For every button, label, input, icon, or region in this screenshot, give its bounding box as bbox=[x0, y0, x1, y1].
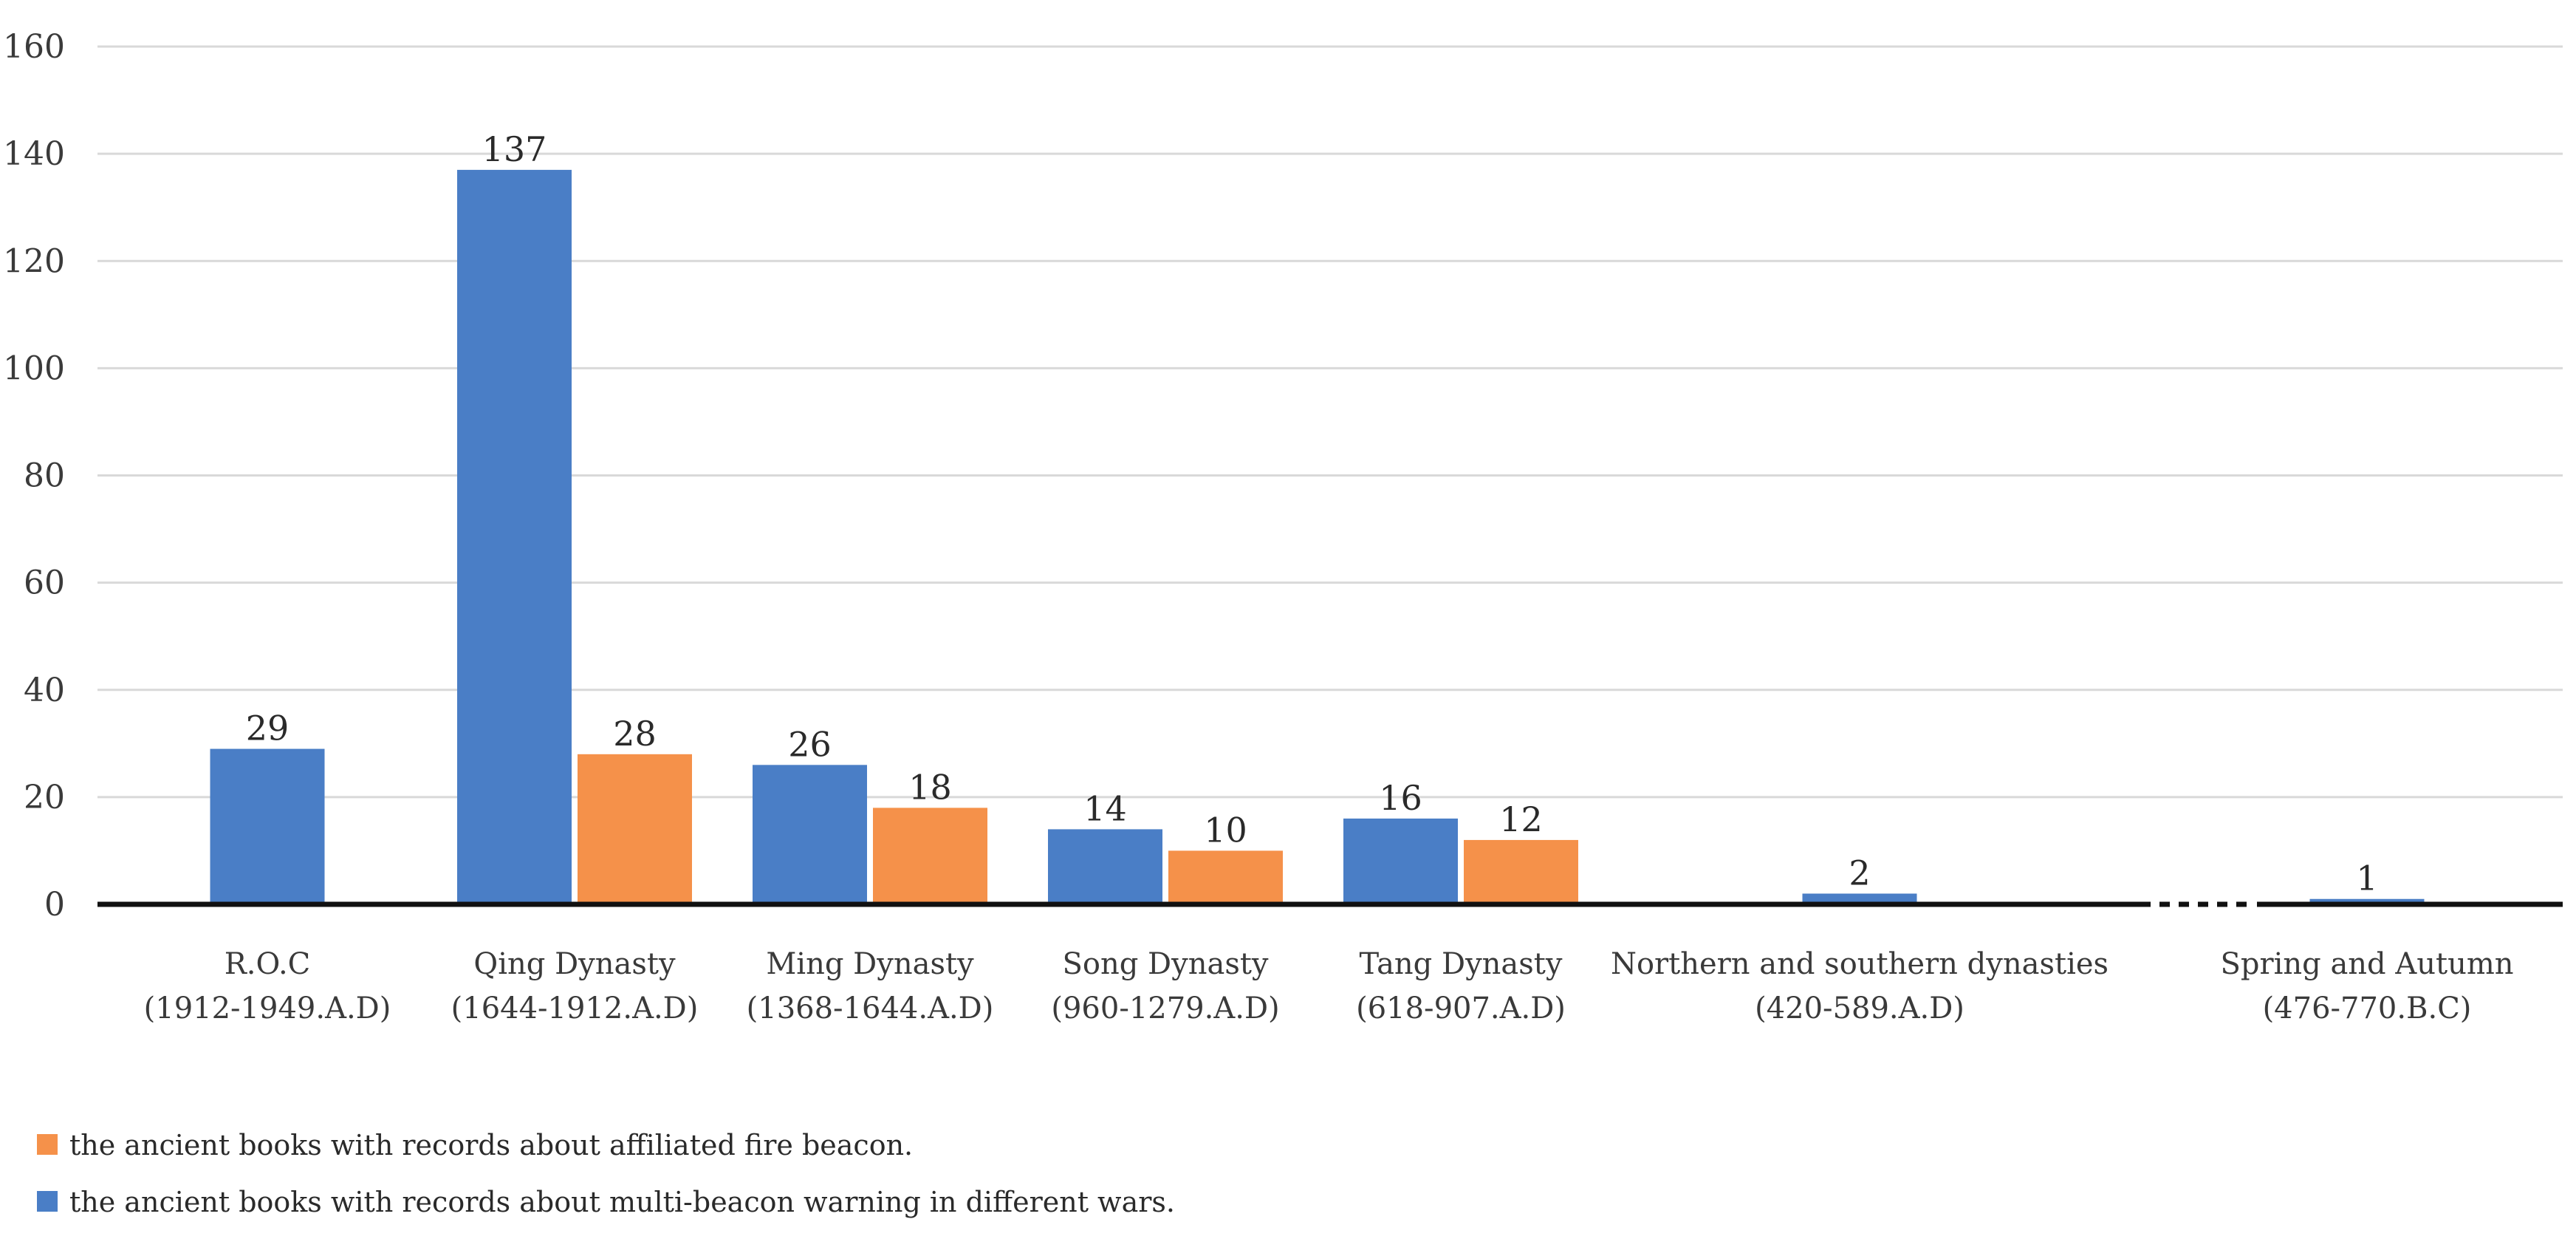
bar-affiliated-beacon bbox=[873, 808, 987, 904]
category-label: Tang Dynasty bbox=[1360, 947, 1563, 981]
data-label: 12 bbox=[1499, 799, 1543, 839]
legend-label: the ancient books with records about aff… bbox=[69, 1129, 913, 1161]
data-label: 1 bbox=[2356, 859, 2377, 898]
category-label: R.O.C bbox=[225, 947, 311, 981]
data-label: 18 bbox=[908, 767, 952, 807]
legend-swatch bbox=[37, 1191, 58, 1212]
bar-multi-beacon bbox=[210, 748, 325, 904]
bar-affiliated-beacon bbox=[1168, 850, 1283, 904]
bar-multi-beacon bbox=[2309, 898, 2425, 904]
data-labels: 29 137 28 26 18 14 10 16 12 2 1 bbox=[246, 129, 2378, 898]
y-tick-label: 160 bbox=[3, 28, 65, 66]
bar-multi-beacon bbox=[1343, 818, 1458, 904]
data-label: 137 bbox=[482, 129, 547, 169]
y-tick-label: 100 bbox=[3, 349, 65, 387]
bar-affiliated-beacon bbox=[1464, 839, 1578, 904]
data-label: 10 bbox=[1204, 810, 1247, 850]
bar-multi-beacon bbox=[1048, 829, 1162, 904]
category-label: Song Dynasty bbox=[1062, 947, 1268, 981]
y-tick-label: 60 bbox=[24, 564, 65, 602]
y-tick-label: 80 bbox=[24, 457, 65, 495]
category-label: Qing Dynasty bbox=[473, 947, 676, 981]
bar-multi-beacon bbox=[753, 765, 867, 904]
y-tick-label: 140 bbox=[3, 135, 65, 173]
category-label: Spring and Autumn bbox=[2220, 947, 2513, 981]
y-tick-label: 120 bbox=[3, 242, 65, 280]
data-label: 28 bbox=[613, 714, 657, 754]
bar-multi-beacon bbox=[1802, 893, 1917, 904]
category-label: Ming Dynasty bbox=[766, 947, 974, 981]
y-tick-label: 20 bbox=[24, 779, 65, 816]
bar-affiliated-beacon bbox=[578, 754, 692, 904]
y-tick-label: 40 bbox=[24, 672, 65, 709]
data-label: 2 bbox=[1849, 853, 1870, 892]
category-range-label: (618-907.A.D) bbox=[1356, 992, 1566, 1025]
legend: the ancient books with records about aff… bbox=[37, 1129, 1175, 1218]
category-range-label: (420-589.A.D) bbox=[1755, 992, 1964, 1025]
category-range-label: (1644-1912.A.D) bbox=[451, 992, 699, 1025]
category-range-label: (960-1279.A.D) bbox=[1051, 992, 1279, 1025]
bars bbox=[210, 169, 2425, 905]
category-range-label: (476-770.B.C) bbox=[2263, 992, 2472, 1025]
bar-multi-beacon bbox=[457, 169, 572, 905]
legend-label: the ancient books with records about mul… bbox=[69, 1186, 1175, 1218]
category-range-label: (1368-1644.A.D) bbox=[747, 992, 994, 1025]
data-label: 14 bbox=[1083, 788, 1127, 828]
data-label: 29 bbox=[246, 709, 290, 748]
data-label: 26 bbox=[788, 724, 832, 764]
legend-swatch bbox=[37, 1134, 58, 1155]
category-range-label: (1912-1949.A.D) bbox=[144, 992, 391, 1025]
data-label: 16 bbox=[1379, 778, 1422, 818]
y-tick-label: 0 bbox=[44, 886, 65, 924]
y-axis-tick-labels: 0 20 40 60 80 100 120 140 160 bbox=[3, 28, 65, 924]
category-label: Northern and southern dynasties bbox=[1611, 947, 2109, 981]
x-axis-category-labels: R.O.C (1912-1949.A.D) Qing Dynasty (1644-19… bbox=[144, 947, 2514, 1025]
